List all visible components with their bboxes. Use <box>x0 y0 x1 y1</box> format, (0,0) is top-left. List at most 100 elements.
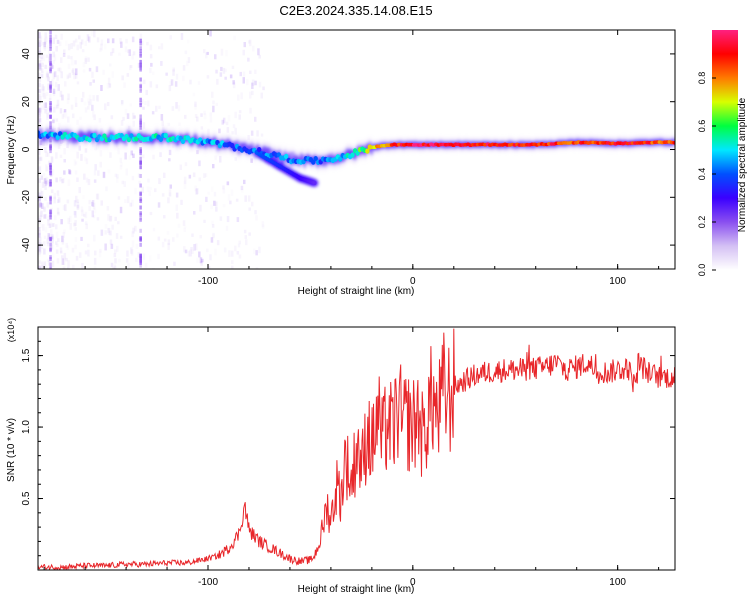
noise-stripe <box>139 118 142 123</box>
ridge-halo-outer <box>108 125 111 144</box>
noise-speck <box>260 133 264 137</box>
noise-stripe <box>49 84 52 89</box>
noise-speck <box>137 252 140 258</box>
noise-speck <box>67 217 70 225</box>
noise-stripe <box>139 259 142 264</box>
noise-speck <box>66 245 70 250</box>
colorbar: 0.0 0.2 0.4 0.6 0.8 Normalized spectral ampl… <box>697 30 748 276</box>
ridge-halo-outer <box>324 153 327 172</box>
noise-speck <box>247 57 250 62</box>
noise-speck <box>206 75 210 79</box>
noise-speck <box>211 224 215 228</box>
noise-speck <box>49 265 53 269</box>
noise-speck <box>233 35 236 41</box>
noise-speck <box>65 40 68 46</box>
noise-speck <box>38 37 41 44</box>
noise-speck <box>149 54 153 59</box>
noise-speck <box>253 248 256 255</box>
noise-speck <box>57 195 60 199</box>
noise-speck <box>53 106 56 113</box>
noise-stripe <box>139 147 142 152</box>
noise-speck <box>133 115 136 119</box>
noise-speck <box>63 159 66 163</box>
noise-speck <box>55 177 58 183</box>
noise-speck <box>52 119 55 124</box>
ridge-point <box>355 150 360 156</box>
noise-speck <box>38 192 42 200</box>
noise-speck <box>243 229 247 234</box>
noise-speck <box>74 211 77 218</box>
noise-speck <box>67 260 70 268</box>
noise-speck <box>143 79 146 85</box>
noise-speck <box>196 257 199 263</box>
noise-speck <box>147 100 150 107</box>
noise-speck <box>64 81 67 87</box>
noise-stripe <box>49 247 52 252</box>
noise-speck <box>186 39 190 44</box>
noise-speck <box>158 46 161 50</box>
noise-stripe <box>139 63 142 68</box>
noise-speck <box>81 49 85 53</box>
x-tick-label: 0 <box>410 276 416 287</box>
noise-speck <box>38 199 41 203</box>
noise-speck <box>43 46 47 51</box>
noise-speck <box>149 81 153 88</box>
noise-speck <box>64 204 67 212</box>
noise-speck <box>47 233 50 240</box>
noise-stripe <box>139 62 142 67</box>
noise-speck <box>56 243 59 247</box>
noise-speck <box>154 188 157 193</box>
noise-speck <box>38 119 41 125</box>
noise-speck <box>258 246 261 254</box>
noise-stripe <box>139 64 142 69</box>
noise-speck <box>215 201 218 207</box>
noise-speck <box>67 55 70 59</box>
noise-speck <box>61 94 64 101</box>
noise-speck <box>44 196 47 201</box>
noise-speck <box>81 218 84 222</box>
noise-speck <box>111 38 115 44</box>
noise-speck <box>92 202 96 210</box>
noise-speck <box>43 38 47 45</box>
noise-speck <box>39 108 42 112</box>
noise-speck <box>183 225 187 229</box>
noise-speck <box>146 186 150 192</box>
ridge-point <box>284 153 289 159</box>
noise-speck <box>60 57 63 64</box>
noise-speck <box>146 41 149 46</box>
noise-speck <box>84 250 88 255</box>
noise-speck <box>38 192 41 199</box>
ridge-core <box>38 130 675 185</box>
noise-speck <box>110 51 113 56</box>
noise-speck <box>255 267 259 269</box>
noise-stripe <box>49 242 52 247</box>
noise-speck <box>45 164 48 172</box>
noise-speck <box>39 156 43 162</box>
noise-speck <box>131 36 135 43</box>
noise-stripe <box>49 262 52 267</box>
noise-speck <box>214 248 217 256</box>
noise-speck <box>42 86 45 91</box>
noise-speck <box>180 199 183 205</box>
noise-speck <box>39 201 42 208</box>
noise-speck <box>152 154 155 160</box>
noise-speck <box>81 209 84 217</box>
noise-speck <box>147 178 150 183</box>
noise-speck <box>55 118 59 122</box>
noise-speck <box>76 44 79 51</box>
noise-speck <box>38 72 41 78</box>
noise-speck <box>38 76 42 82</box>
noise-speck <box>38 50 41 55</box>
noise-speck <box>63 229 66 234</box>
noise-stripe <box>49 257 52 262</box>
noise-speck <box>39 40 42 47</box>
noise-stripe <box>139 217 142 222</box>
noise-speck <box>51 234 54 240</box>
noise-speck <box>232 124 236 129</box>
noise-speck <box>52 117 56 123</box>
noise-speck <box>45 36 48 43</box>
noise-stripe <box>49 210 52 215</box>
noise-speck <box>42 86 46 92</box>
noise-speck <box>38 118 42 123</box>
noise-speck <box>234 111 237 119</box>
